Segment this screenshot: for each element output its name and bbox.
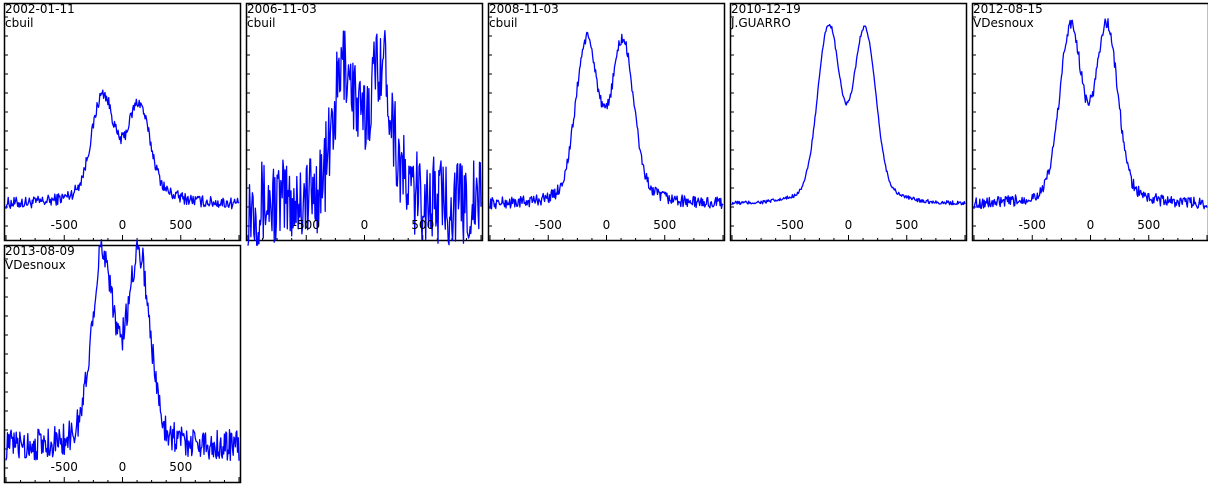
spectrum-panel: -500 0 500 2008-11-03 cbuil xyxy=(487,2,726,242)
spectrum-observer: cbuil xyxy=(247,16,276,30)
spectrum-date: 2010-12-19 xyxy=(731,2,801,16)
spectrum-line xyxy=(489,31,724,210)
spectrum-date: 2002-01-11 xyxy=(5,2,75,16)
x-tick-label: 0 xyxy=(1087,218,1095,232)
x-tick-label: -500 xyxy=(293,218,320,232)
x-tick-label: 500 xyxy=(653,218,676,232)
plot-frame xyxy=(971,2,1208,242)
spectrum-line xyxy=(731,23,966,206)
x-tick-label: -500 xyxy=(51,460,78,474)
spectrum-plot: -500 0 500 xyxy=(971,2,1208,242)
spectrum-line xyxy=(973,18,1208,210)
spectrum-date: 2013-08-09 xyxy=(5,244,75,258)
spectrum-observer: cbuil xyxy=(489,16,518,30)
spectrum-date: 2006-11-03 xyxy=(247,2,317,16)
x-tick-label: 500 xyxy=(169,218,192,232)
spectrum-line xyxy=(5,239,240,461)
plot-frame xyxy=(487,2,726,242)
spectrum-observer: VDesnoux xyxy=(973,16,1034,30)
spectrum-line xyxy=(5,89,240,210)
x-tick-label: -500 xyxy=(51,218,78,232)
x-tick-label: 500 xyxy=(895,218,918,232)
x-tick-label: -500 xyxy=(777,218,804,232)
spectrum-panel: -500 0 500 2002-01-11 cbuil xyxy=(3,2,242,242)
spectrum-plot: -500 0 500 xyxy=(729,2,968,242)
spectrum-plot: -500 0 500 xyxy=(3,239,242,484)
x-tick-label: 0 xyxy=(119,460,127,474)
spectrum-panel: -500 0 500 2013-08-09 VDesnoux xyxy=(3,239,242,484)
x-tick-label: 0 xyxy=(603,218,611,232)
spectrum-observer: cbuil xyxy=(5,16,34,30)
plot-frame xyxy=(3,244,242,484)
spectrum-plot: -500 0 500 xyxy=(245,2,484,246)
x-tick-label: 500 xyxy=(169,460,192,474)
spectrum-date: 2008-11-03 xyxy=(489,2,559,16)
spectrum-panel: -500 0 500 2006-11-03 cbuil xyxy=(245,2,484,246)
spectrum-plot: -500 0 500 xyxy=(3,2,242,242)
x-tick-label: 0 xyxy=(845,218,853,232)
spectrum-panel: -500 0 500 2012-08-15 VDesnoux xyxy=(971,2,1208,242)
x-tick-label: 0 xyxy=(361,218,369,232)
spectrum-observer: VDesnoux xyxy=(5,258,66,272)
x-tick-label: -500 xyxy=(1019,218,1046,232)
x-tick-label: 0 xyxy=(119,218,127,232)
spectrum-panel: -500 0 500 2010-12-19 J.GUARRO xyxy=(729,2,968,242)
spectrum-date: 2012-08-15 xyxy=(973,2,1043,16)
x-tick-label: 500 xyxy=(411,218,434,232)
plot-frame xyxy=(729,2,968,242)
spectrum-line xyxy=(247,30,482,246)
x-tick-label: 500 xyxy=(1137,218,1160,232)
x-tick-label: -500 xyxy=(535,218,562,232)
spectrum-observer: J.GUARRO xyxy=(731,16,791,30)
spectrum-plot: -500 0 500 xyxy=(487,2,726,242)
